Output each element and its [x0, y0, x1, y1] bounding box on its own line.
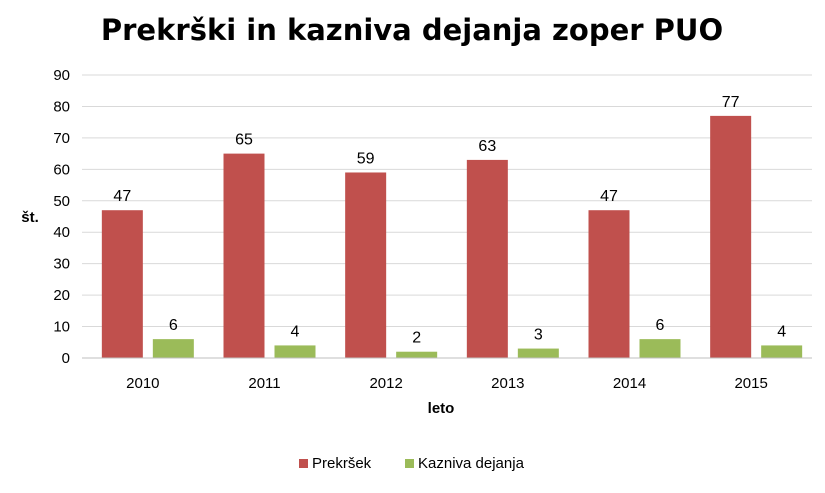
- bar-kazniva-dejanja-2014: [639, 339, 681, 358]
- data-labels: 47 6 65 4 59 2 63 3 47 6 77 4: [113, 94, 786, 347]
- legend-label-kazniva-dejanja: Kazniva dejanja: [418, 455, 525, 472]
- bar-kazniva-dejanja-2010: [152, 339, 194, 358]
- legend-swatch-kazniva-dejanja: [405, 459, 414, 468]
- data-label-kazniva-dejanja-2012: 2: [412, 330, 421, 347]
- y-tick-label: 40: [53, 224, 70, 241]
- data-label-kazniva-dejanja-2014: 6: [656, 317, 665, 334]
- legend-label-prekrsek: Prekršek: [312, 455, 372, 472]
- bar-kazniva-dejanja-2015: [761, 345, 803, 358]
- y-tick-label: 20: [53, 287, 70, 304]
- x-tick-label: 2012: [369, 375, 402, 392]
- y-tick-label: 10: [53, 319, 70, 336]
- bar-kazniva-dejanja-2012: [396, 351, 438, 358]
- y-axis-title: št.: [21, 209, 39, 226]
- y-tick-label: 70: [53, 130, 70, 147]
- y-axis-ticks: 0 10 20 30 40 50 60 70 80 90: [53, 67, 70, 367]
- bar-kazniva-dejanja-2013: [517, 348, 559, 358]
- data-label-prekrsek-2012: 59: [357, 150, 375, 167]
- bar-prekrsek-2011: [223, 153, 265, 358]
- y-tick-label: 0: [62, 350, 70, 367]
- data-label-kazniva-dejanja-2011: 4: [291, 323, 300, 340]
- y-tick-label: 90: [53, 67, 70, 84]
- bar-prekrsek-2015: [710, 115, 752, 358]
- bar-prekrsek-2012: [345, 172, 387, 358]
- data-label-prekrsek-2015: 77: [722, 94, 740, 111]
- x-tick-label: 2010: [126, 375, 159, 392]
- data-label-prekrsek-2014: 47: [600, 188, 618, 205]
- data-label-kazniva-dejanja-2013: 3: [534, 327, 543, 344]
- bar-prekrsek-2013: [466, 159, 508, 358]
- y-tick-label: 80: [53, 98, 70, 115]
- x-tick-label: 2011: [248, 375, 280, 392]
- bars: [101, 115, 803, 358]
- data-label-kazniva-dejanja-2015: 4: [777, 323, 786, 340]
- data-label-prekrsek-2010: 47: [113, 188, 131, 205]
- x-axis-title: leto: [428, 400, 455, 417]
- x-tick-label: 2015: [734, 375, 767, 392]
- legend-swatch-prekrsek: [299, 459, 308, 468]
- x-axis-ticks: 2010 2011 2012 2013 2014 2015: [126, 375, 768, 392]
- chart-title: Prekrški in kazniva dejanja zoper PUO: [101, 13, 723, 47]
- x-tick-label: 2013: [491, 375, 524, 392]
- bar-prekrsek-2010: [101, 210, 143, 358]
- bar-prekrsek-2014: [588, 210, 630, 358]
- legend: Prekršek Kazniva dejanja: [299, 455, 525, 472]
- y-tick-label: 50: [53, 193, 70, 210]
- y-tick-label: 60: [53, 161, 70, 178]
- x-tick-label: 2014: [613, 375, 646, 392]
- y-tick-label: 30: [53, 256, 70, 273]
- data-label-prekrsek-2013: 63: [478, 138, 496, 155]
- gridlines: [82, 74, 812, 328]
- bar-kazniva-dejanja-2011: [274, 345, 316, 358]
- data-label-kazniva-dejanja-2010: 6: [169, 317, 178, 334]
- data-label-prekrsek-2011: 65: [235, 132, 253, 149]
